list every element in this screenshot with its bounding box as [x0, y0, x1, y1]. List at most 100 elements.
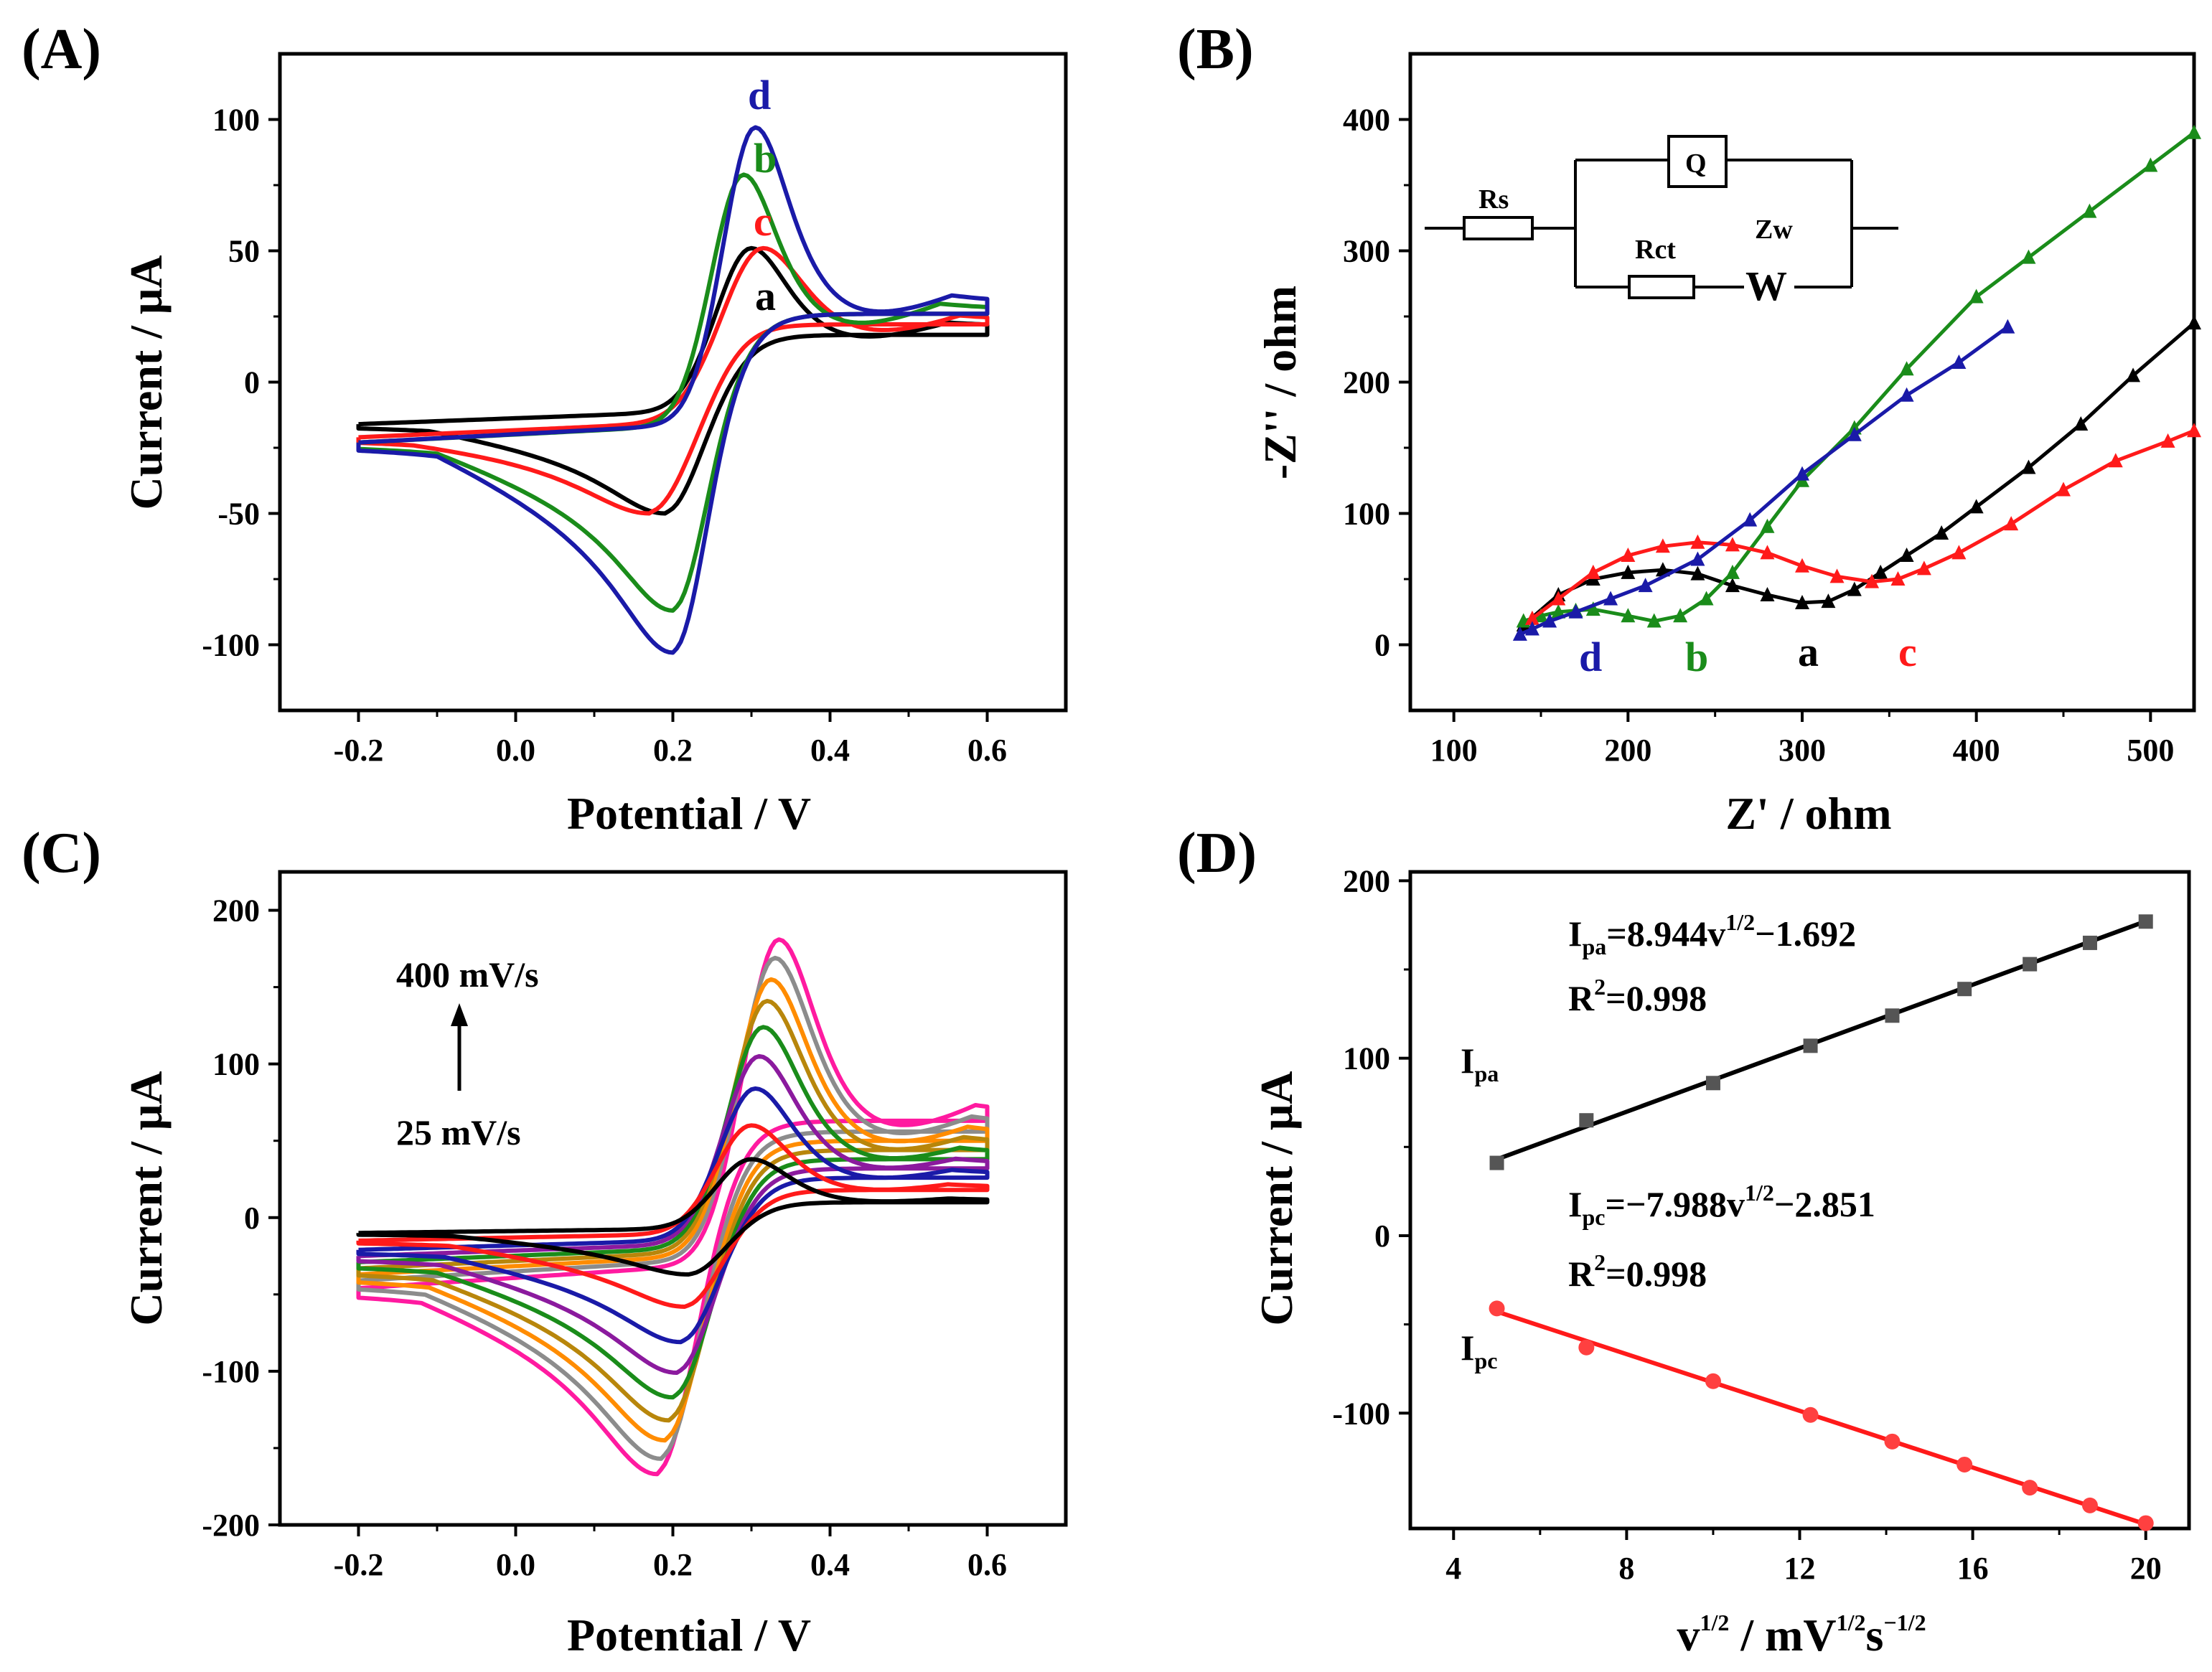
data-point-ipc — [1956, 1456, 1973, 1473]
cv-curve-a — [356, 245, 990, 516]
data-point-ipa — [1705, 1076, 1720, 1091]
cv-rate-curve — [356, 1157, 990, 1277]
y-tick-label: -50 — [217, 497, 260, 532]
nyquist-point-b — [1534, 608, 1548, 623]
y-tick-label: -100 — [202, 628, 260, 663]
nyquist-point-c — [1551, 591, 1566, 606]
nyquist-point-b — [1699, 591, 1714, 606]
curve-label-b: b — [754, 135, 777, 182]
y-tick-label: 0 — [1374, 1218, 1390, 1254]
x-tick-label: 8 — [1618, 1551, 1634, 1586]
cv-rate-curve — [356, 1123, 990, 1309]
x-tick-label: 0.4 — [810, 733, 850, 768]
nyquist-point-c — [2108, 453, 2123, 468]
fit-line-Ipa — [1496, 919, 2147, 1162]
y-tick-label: 100 — [212, 1047, 260, 1082]
r2-ipa: R2=0.998 — [1568, 974, 1707, 1018]
cv-rate-curve — [356, 1086, 990, 1345]
data-point-ipa — [1885, 1008, 1900, 1023]
equivalent-circuit — [1425, 135, 1898, 299]
x-tick-label: 0.6 — [967, 1547, 1007, 1582]
label-zw: Zw — [1755, 215, 1793, 245]
panel-a-chart: -0.2 0.0 0.2 0.4 0.6 -100 -50 0 50 100 d b c a Po… — [121, 52, 1068, 839]
data-point-ipa — [1579, 1113, 1594, 1128]
nyquist-point-c — [1951, 545, 1967, 560]
nyquist-point-a — [1873, 564, 1888, 579]
nyquist-point-b — [1725, 564, 1740, 579]
nyquist-point-c — [1690, 534, 1705, 549]
data-point-ipc — [2137, 1515, 2154, 1531]
cv-curve-d — [356, 125, 990, 655]
x-tick-label: 0.0 — [496, 733, 535, 768]
data-point-ipa — [2082, 935, 2097, 950]
panel-b-chart: 100 200 300 400 500 0 100 200 300 400 Rs Q Rct Zw… — [1255, 52, 2201, 839]
y-tick-label: 50 — [228, 234, 260, 269]
nyquist-point-b — [2187, 124, 2201, 139]
nyquist-point-c — [1585, 564, 1601, 579]
nyquist-point-d — [2000, 319, 2015, 334]
data-point-ipc — [1884, 1433, 1901, 1450]
cv-curve-b — [356, 172, 990, 613]
nyquist-point-a — [1899, 548, 1914, 563]
curve-label-a: a — [755, 273, 776, 319]
curve-label-c: c — [754, 198, 772, 245]
nyquist-point-d — [1690, 551, 1705, 566]
nyquist-point-a — [1821, 593, 1836, 609]
nyquist-point-d — [1795, 466, 1809, 481]
panel-c-chart: -0.2 0.0 0.2 0.4 0.6 -200 -100 0 100 200 400 mV/s… — [121, 870, 1068, 1661]
resistor-rs — [1463, 216, 1534, 240]
data-point-ipc — [1705, 1373, 1721, 1389]
y-tick-label: -100 — [1332, 1396, 1390, 1431]
panel-label-d: (D) — [1177, 822, 1257, 885]
nyquist-point-c — [1621, 548, 1636, 563]
x-tick-label: 0.6 — [967, 733, 1007, 768]
x-tick-label: -0.2 — [334, 733, 384, 768]
equation-ipa: Ipa=8.944v1/2−1.692 — [1568, 909, 1856, 959]
nyquist-point-d — [1524, 621, 1540, 636]
x-tick-label: 100 — [1430, 733, 1478, 768]
nyquist-point-d — [1568, 603, 1583, 619]
nyquist-point-c — [1890, 571, 1906, 586]
curve-label-d: d — [748, 72, 771, 118]
x-tick-label: 4 — [1445, 1551, 1461, 1586]
nyquist-point-c — [2187, 423, 2201, 438]
nyquist-point-a — [1621, 564, 1636, 579]
nyquist-point-b — [1899, 361, 1914, 376]
panel-d-chart: 4 8 12 16 20 -100 0 100 200 Ipa Ipc Ipa=8.944v1/… — [1251, 863, 2191, 1661]
y-tick-label: 200 — [212, 893, 260, 929]
x-tick-label: -0.2 — [334, 1547, 384, 1582]
nyquist-point-a — [1690, 565, 1705, 581]
panel-a-xlabel: Potential / V — [567, 788, 811, 839]
nyquist-point-b — [1585, 601, 1601, 616]
label-ipa: Ipa — [1461, 1041, 1499, 1086]
label-w: W — [1745, 263, 1787, 309]
nyquist-point-c — [1760, 545, 1775, 560]
nyquist-point-a — [1934, 525, 1949, 540]
panel-b-xlabel: Z' / ohm — [1725, 788, 1891, 839]
y-tick-label: 200 — [1343, 863, 1390, 898]
equation-ipc: Ipc=−7.988v1/2−2.851 — [1568, 1180, 1875, 1230]
y-tick-label: 100 — [1343, 1041, 1390, 1076]
panel-b-frame — [1408, 52, 2196, 713]
nyquist-point-a — [1725, 578, 1740, 593]
data-point-ipa — [1489, 1155, 1504, 1170]
nyquist-point-a — [1655, 562, 1670, 577]
nyquist-point-d — [1603, 591, 1618, 606]
nyquist-point-d — [1743, 512, 1758, 527]
y-tick-label: 0 — [244, 365, 260, 400]
cv-curve-c — [356, 245, 990, 516]
nyquist-point-b — [1621, 608, 1636, 623]
nyquist-point-b — [1646, 613, 1662, 628]
fit-line-Ipc — [1496, 1309, 2147, 1526]
x-tick-label: 0.4 — [810, 1547, 850, 1582]
curve-label-a-b: a — [1798, 629, 1819, 675]
x-tick-label: 0.2 — [653, 1547, 693, 1582]
nyquist-point-c — [2160, 433, 2175, 448]
panel-c-xlabel: Potential / V — [567, 1610, 811, 1661]
nyquist-point-b — [2143, 157, 2158, 172]
y-tick-label: -200 — [202, 1508, 260, 1543]
nyquist-point-a — [2126, 367, 2141, 382]
nyquist-curve-b — [1522, 131, 2195, 624]
nyquist-point-c — [1916, 560, 1931, 576]
panel-d-xlabel: v1/2 / mV1/2s−1/2 — [1677, 1610, 1926, 1661]
